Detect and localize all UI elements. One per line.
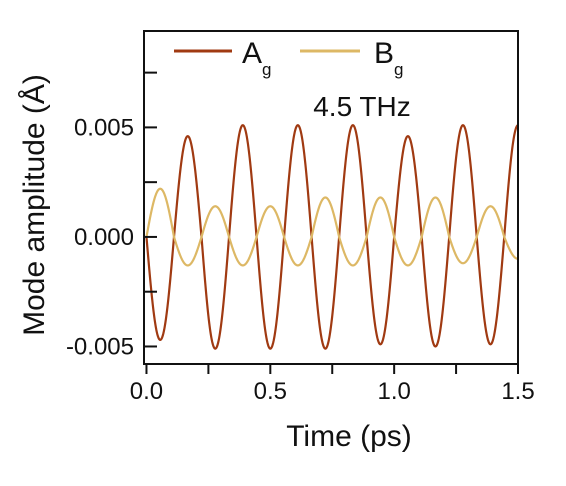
y-tick-label: 0.000 — [74, 224, 134, 251]
axis-tick-labels: 0.0 0.5 1.0 1.5 -0.005 0.000 0.005 — [66, 114, 535, 405]
y-tick-label: -0.005 — [66, 333, 134, 360]
x-tick-label: 0.0 — [130, 378, 163, 405]
x-tick-label: 1.0 — [377, 378, 410, 405]
x-tick-label: 0.5 — [254, 378, 287, 405]
plot-frame — [143, 30, 519, 365]
legend: Ag Bg — [174, 37, 403, 79]
frequency-annotation: 4.5 THz — [313, 91, 411, 122]
series-line-ag — [145, 124, 519, 350]
x-tick-label: 1.5 — [501, 378, 534, 405]
axis-ticks — [144, 71, 519, 374]
legend-label-bg: Bg — [374, 37, 403, 79]
x-axis-title: Time (ps) — [286, 420, 412, 453]
y-axis-title: Mode amplitude (Å) — [18, 74, 51, 336]
legend-label-ag: Ag — [242, 37, 271, 79]
y-tick-label: 0.005 — [74, 114, 134, 141]
plot-curves — [145, 124, 519, 350]
series-line-bg — [145, 187, 519, 267]
